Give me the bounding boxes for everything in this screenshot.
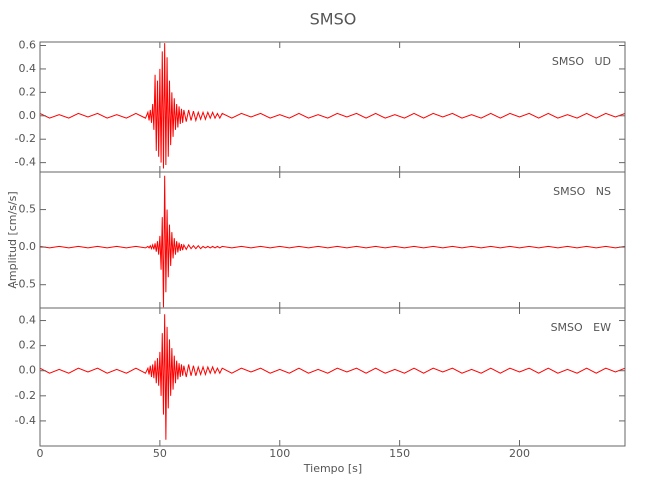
- y-tick-label: 0.4: [19, 62, 37, 75]
- y-tick-label: -0.5: [15, 278, 36, 291]
- y-tick-label: 0.0: [19, 109, 37, 122]
- y-tick-label: -0.4: [15, 414, 36, 427]
- chart-title: SMSO: [310, 10, 357, 29]
- y-tick-label: 0.5: [19, 203, 37, 216]
- panel-frame: [39, 41, 626, 173]
- panel-annotation: SMSO NS: [553, 185, 611, 198]
- x-tick-label: 150: [389, 447, 410, 460]
- y-tick-label: 0.4: [19, 314, 37, 327]
- x-axis-label: Tiempo [s]: [303, 462, 362, 475]
- y-tick-label: 0.0: [19, 240, 37, 253]
- waveform: [40, 175, 625, 308]
- panel-frame: [39, 171, 626, 309]
- panel-frame: [39, 307, 626, 447]
- waveform: [40, 43, 625, 169]
- y-tick-label: 0.2: [19, 85, 37, 98]
- y-tick-label: -0.2: [15, 389, 36, 402]
- x-tick-label: 0: [37, 447, 44, 460]
- y-tick-label: -0.4: [15, 156, 36, 169]
- y-tick-label: 0.2: [19, 339, 37, 352]
- panel-annotation: SMSO UD: [552, 55, 611, 68]
- panel-annotation: SMSO EW: [551, 321, 612, 334]
- y-tick-label: -0.2: [15, 132, 36, 145]
- waveform: [40, 314, 625, 440]
- y-tick-label: 0.0: [19, 364, 37, 377]
- y-tick-label: 0.6: [19, 39, 37, 52]
- x-tick-label: 50: [153, 447, 167, 460]
- x-tick-label: 100: [269, 447, 290, 460]
- y-axis-label: Amplitud [cm/s/s]: [6, 191, 19, 288]
- x-tick-label: 200: [509, 447, 530, 460]
